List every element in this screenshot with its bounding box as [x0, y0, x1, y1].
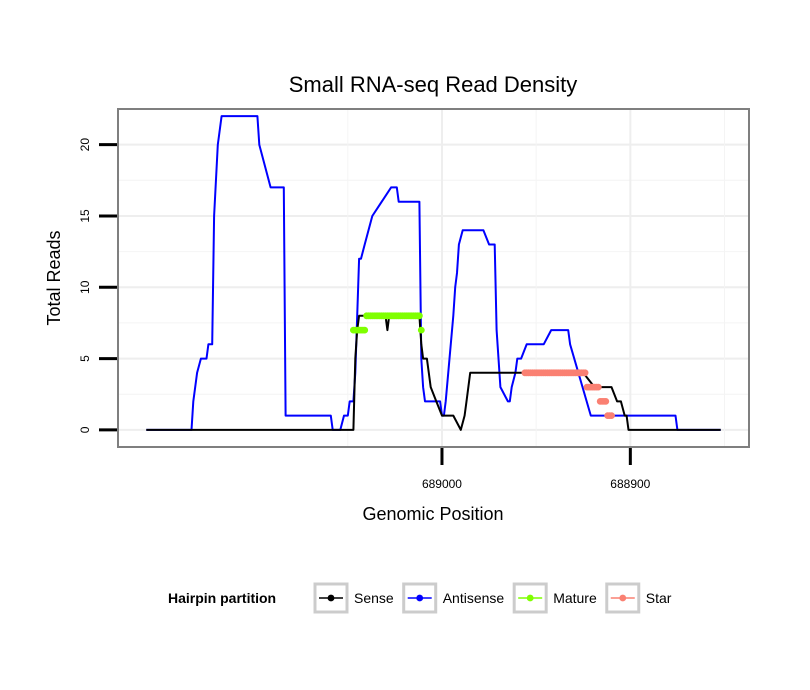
legend-title: Hairpin partition — [168, 590, 276, 606]
y-tick-label: 10 — [78, 280, 92, 294]
star-series — [521, 369, 615, 419]
legend-label-sense: Sense — [354, 590, 394, 606]
legend-item-antisense: Antisense — [402, 582, 505, 614]
mature-series — [350, 312, 425, 334]
legend-label-antisense: Antisense — [443, 590, 505, 606]
y-tick-label: 5 — [78, 355, 92, 362]
star-point — [581, 369, 589, 377]
legend-item-mature: Mature — [512, 582, 597, 614]
star-point — [602, 398, 610, 405]
legend-label-mature: Mature — [553, 590, 597, 606]
x-tick-label: 688900 — [610, 477, 650, 491]
chart-title: Small RNA-seq Read Density — [289, 72, 578, 97]
mature-point — [417, 326, 425, 334]
plot-panel-border — [117, 108, 750, 448]
star-point — [608, 412, 615, 419]
legend: Hairpin partition Sense Antisense Mature St… — [168, 582, 672, 614]
mature-point — [416, 312, 423, 320]
legend-key-point — [327, 594, 335, 602]
plot-area — [117, 108, 750, 448]
legend-key-point — [416, 594, 424, 602]
y-tick-label: 20 — [78, 138, 92, 152]
star-point — [594, 383, 602, 391]
y-tick-label: 15 — [78, 209, 92, 223]
y-axis-title: Total Reads — [44, 230, 64, 325]
legend-label-star: Star — [646, 590, 672, 606]
legend-item-star: Star — [605, 582, 672, 614]
legend-item-sense: Sense — [313, 582, 394, 614]
mature-point — [361, 326, 369, 334]
legend-key-point — [619, 594, 627, 602]
series-layer — [146, 115, 721, 431]
x-tick-label: 689000 — [422, 477, 462, 491]
y-axis: 0 5 10 15 20 — [78, 138, 117, 433]
plot-panel-background — [118, 109, 749, 447]
x-axis: 689000 688900 — [422, 448, 651, 491]
x-axis-title: Genomic Position — [362, 504, 503, 524]
y-tick-label: 0 — [78, 426, 92, 433]
legend-key-point — [526, 594, 534, 602]
